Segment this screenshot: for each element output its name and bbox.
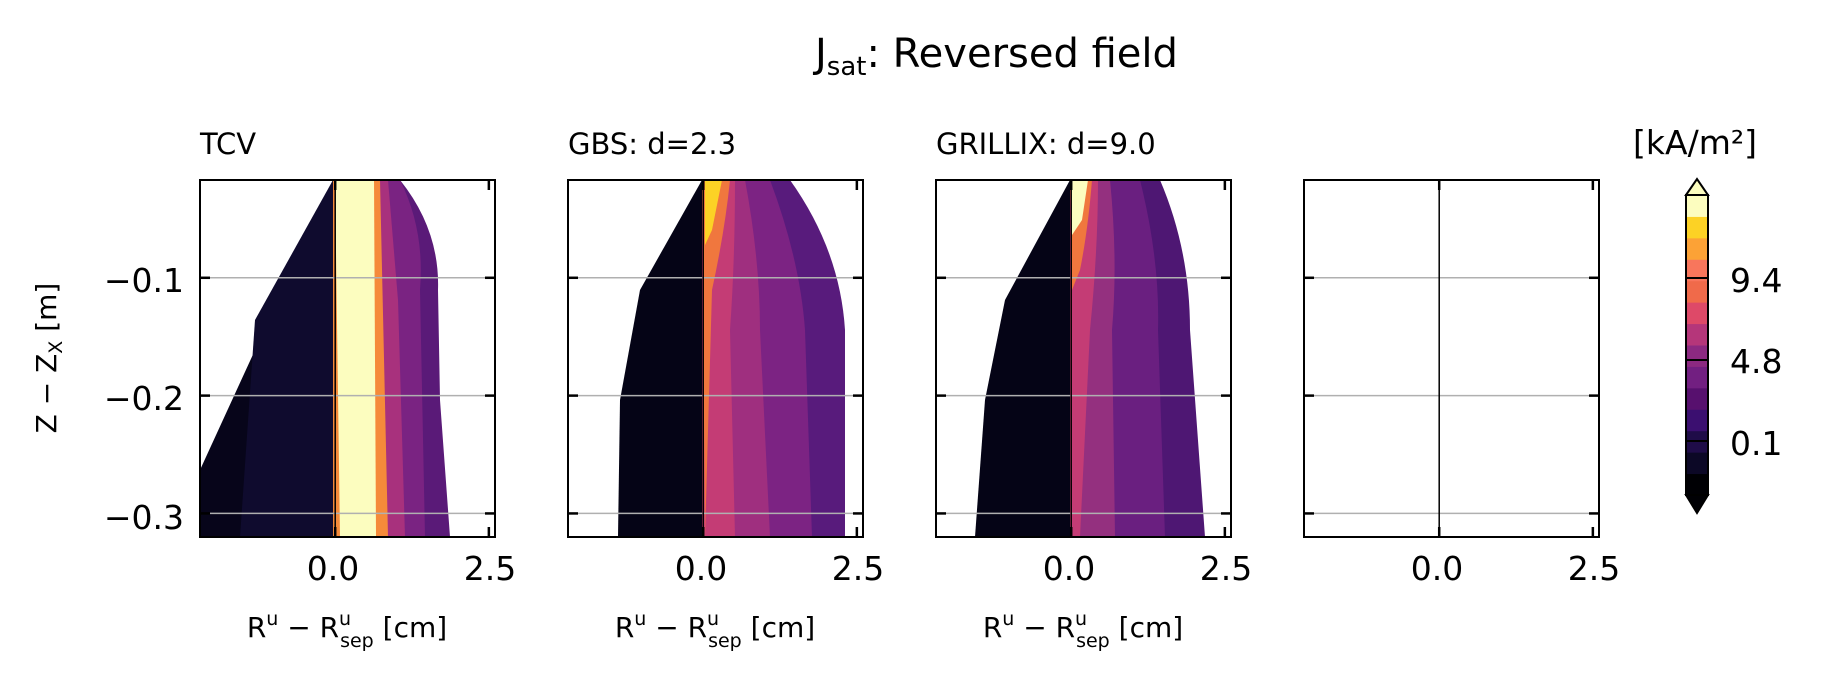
xtick-label: 0.0 bbox=[1411, 549, 1463, 588]
ytick-label: −0.1 bbox=[104, 261, 184, 300]
contour-tcv-core bbox=[335, 180, 376, 537]
grid-layer bbox=[200, 180, 1599, 537]
x-axis-label-tcv: Ru − Ru sep [cm] bbox=[247, 608, 447, 652]
colorbar-extend-min bbox=[1684, 494, 1710, 515]
contour-grillix-core bbox=[1071, 180, 1088, 235]
xtick-label: 2.5 bbox=[832, 549, 884, 588]
contour-tcv-dark2 bbox=[240, 180, 333, 537]
colorbar-segment bbox=[1686, 323, 1708, 346]
x-axis-label-gbs: Ru − Ru sep [cm] bbox=[615, 608, 815, 652]
colorbar-segment bbox=[1686, 366, 1708, 389]
xtick-label: 2.5 bbox=[1568, 549, 1620, 588]
xtick-label: 0.0 bbox=[675, 549, 727, 588]
xtick-label: 2.5 bbox=[464, 549, 516, 588]
panel-title-tcv: TCV bbox=[199, 127, 256, 161]
axes-frame-tcv bbox=[199, 179, 496, 538]
colorbar-segment bbox=[1686, 387, 1708, 410]
figure-title: Jsat: Reversed field bbox=[812, 31, 1178, 82]
colorbar-tick-label: 0.1 bbox=[1730, 424, 1782, 463]
colorbar-segment bbox=[1686, 473, 1708, 496]
colorbar-label: [kA/m²] bbox=[1633, 123, 1757, 162]
contour-gbs-dark bbox=[618, 180, 702, 537]
heatmap-grillix bbox=[975, 180, 1205, 537]
colorbar-segment bbox=[1686, 280, 1708, 303]
colorbar-tick-label: 9.4 bbox=[1730, 261, 1782, 300]
colorbar-segment bbox=[1686, 195, 1708, 217]
colorbar-outline bbox=[1685, 194, 1709, 496]
colorbar-segment bbox=[1686, 216, 1708, 239]
colorbar-segment bbox=[1686, 259, 1708, 282]
xtick-label: 0.0 bbox=[1043, 549, 1095, 588]
heatmap-tcv bbox=[200, 180, 450, 537]
contour-grillix-dark bbox=[975, 180, 1070, 537]
colorbar-tick-label: 4.8 bbox=[1730, 342, 1782, 381]
colorbar-extend-max bbox=[1684, 177, 1710, 196]
y-axis-label: Z − ZX [m] bbox=[30, 283, 67, 434]
contour-gbs-top bbox=[705, 180, 722, 245]
axes-frame-grillix bbox=[935, 179, 1232, 538]
colorbar-segment bbox=[1686, 237, 1708, 260]
ytick-label: −0.2 bbox=[104, 379, 184, 418]
heatmap-gbs bbox=[618, 180, 845, 537]
xtick-label: 2.5 bbox=[1200, 549, 1252, 588]
colorbar-segment bbox=[1686, 409, 1708, 432]
xtick-label: 0.0 bbox=[307, 549, 359, 588]
colorbar-segment bbox=[1686, 302, 1708, 325]
colorbar-segment bbox=[1686, 452, 1708, 475]
axes-frame-gbs bbox=[567, 179, 864, 538]
ytick-label: −0.3 bbox=[104, 498, 184, 537]
colorbar bbox=[1684, 177, 1710, 515]
colorbar-segment bbox=[1686, 345, 1708, 367]
axes-frame-empty bbox=[1303, 179, 1600, 538]
panel-title-grillix: GRILLIX: d=9.0 bbox=[936, 127, 1156, 161]
panel-title-gbs: GBS: d=2.3 bbox=[568, 127, 736, 161]
contour-gbs-orange bbox=[702, 180, 730, 537]
x-axis-label-grillix: Ru − Ru sep [cm] bbox=[983, 608, 1183, 652]
